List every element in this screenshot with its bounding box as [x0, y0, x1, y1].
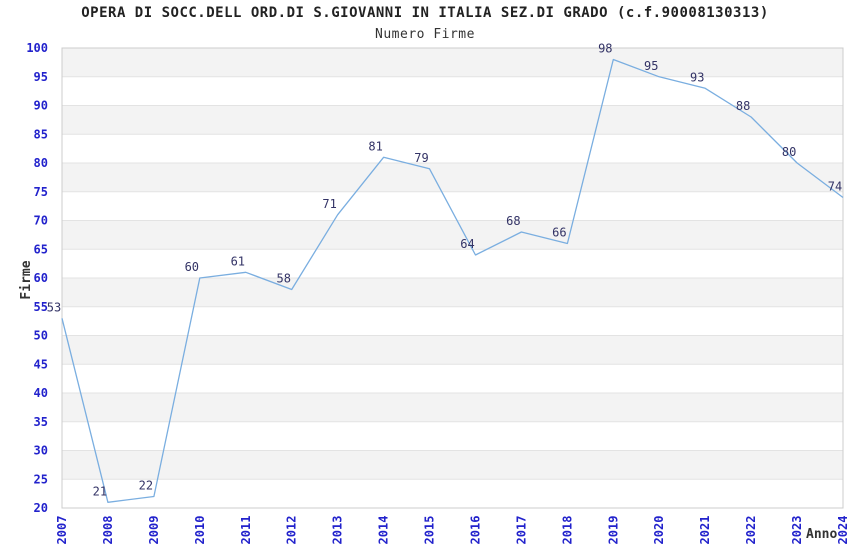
data-label: 98: [598, 42, 612, 56]
plot-band: [62, 450, 843, 480]
y-tick-label: 100: [26, 41, 48, 55]
y-tick-label: 55: [34, 300, 48, 314]
chart-subtitle: Numero Firme: [375, 27, 475, 42]
x-tick-label: 2017: [514, 516, 528, 545]
data-label: 93: [690, 70, 704, 84]
plot-band: [62, 163, 843, 192]
data-line: [61, 58, 844, 503]
x-tick-label: 2016: [469, 516, 483, 545]
y-tick-label: 75: [34, 185, 48, 199]
x-tick-label: 2022: [744, 516, 758, 545]
data-label: 74: [828, 180, 842, 194]
y-tick-label: 35: [34, 415, 48, 429]
y-tick-label: 90: [34, 99, 48, 113]
y-tick-label: 20: [34, 501, 48, 515]
plot-band: [62, 48, 843, 77]
y-tick-label: 50: [34, 329, 48, 343]
data-label: 61: [231, 254, 245, 268]
y-tick-label: 70: [34, 214, 48, 228]
y-tick-label: 40: [34, 386, 48, 400]
x-tick-label: 2011: [239, 516, 253, 545]
x-tick-label: 2020: [652, 516, 666, 545]
x-tick-label: 2015: [423, 516, 437, 545]
plot-band: [62, 278, 843, 307]
data-label: 88: [736, 99, 750, 113]
x-tick-label: 2021: [698, 516, 712, 545]
x-tick-label: 2008: [101, 516, 115, 545]
data-label: 60: [185, 260, 199, 274]
x-tick-label: 2012: [285, 516, 299, 545]
y-tick-label: 80: [34, 156, 48, 170]
y-tick-label: 60: [34, 271, 48, 285]
plot-band: [62, 335, 843, 365]
data-label: 66: [552, 226, 566, 240]
chart-title: OPERA DI SOCC.DELL ORD.DI S.GIOVANNI IN …: [81, 5, 769, 21]
data-label: 80: [782, 145, 796, 159]
x-tick-label: 2024: [836, 516, 850, 545]
plot-band: [62, 220, 843, 250]
x-tick-label: 2013: [331, 516, 345, 545]
y-tick-label: 95: [34, 70, 48, 84]
plot-band: [62, 105, 843, 135]
data-label: 64: [460, 237, 474, 251]
y-tick-label: 45: [34, 357, 48, 371]
data-label: 79: [414, 151, 428, 165]
data-label: 95: [644, 59, 658, 73]
x-tick-label: 2018: [560, 516, 574, 545]
y-tick-label: 85: [34, 127, 48, 141]
y-axis-title: Firme: [19, 260, 34, 299]
x-tick-label: 2007: [55, 516, 69, 545]
plot-band: [62, 393, 843, 422]
x-tick-label: 2010: [193, 516, 207, 545]
x-tick-label: 2009: [147, 516, 161, 545]
x-tick-label: 2014: [377, 516, 391, 545]
x-tick-label: 2019: [606, 516, 620, 545]
plot-border: [61, 47, 844, 509]
y-tick-label: 25: [34, 472, 48, 486]
data-label: 21: [93, 484, 107, 498]
y-tick-label: 30: [34, 444, 48, 458]
data-label: 71: [322, 197, 336, 211]
data-label: 53: [47, 300, 61, 314]
x-axis-title: Anno: [806, 527, 838, 542]
x-tick-label: 2023: [790, 516, 804, 545]
data-label: 68: [506, 214, 520, 228]
data-label: 58: [276, 272, 290, 286]
data-label: 81: [368, 139, 382, 153]
data-label: 22: [139, 479, 153, 493]
y-tick-label: 65: [34, 242, 48, 256]
